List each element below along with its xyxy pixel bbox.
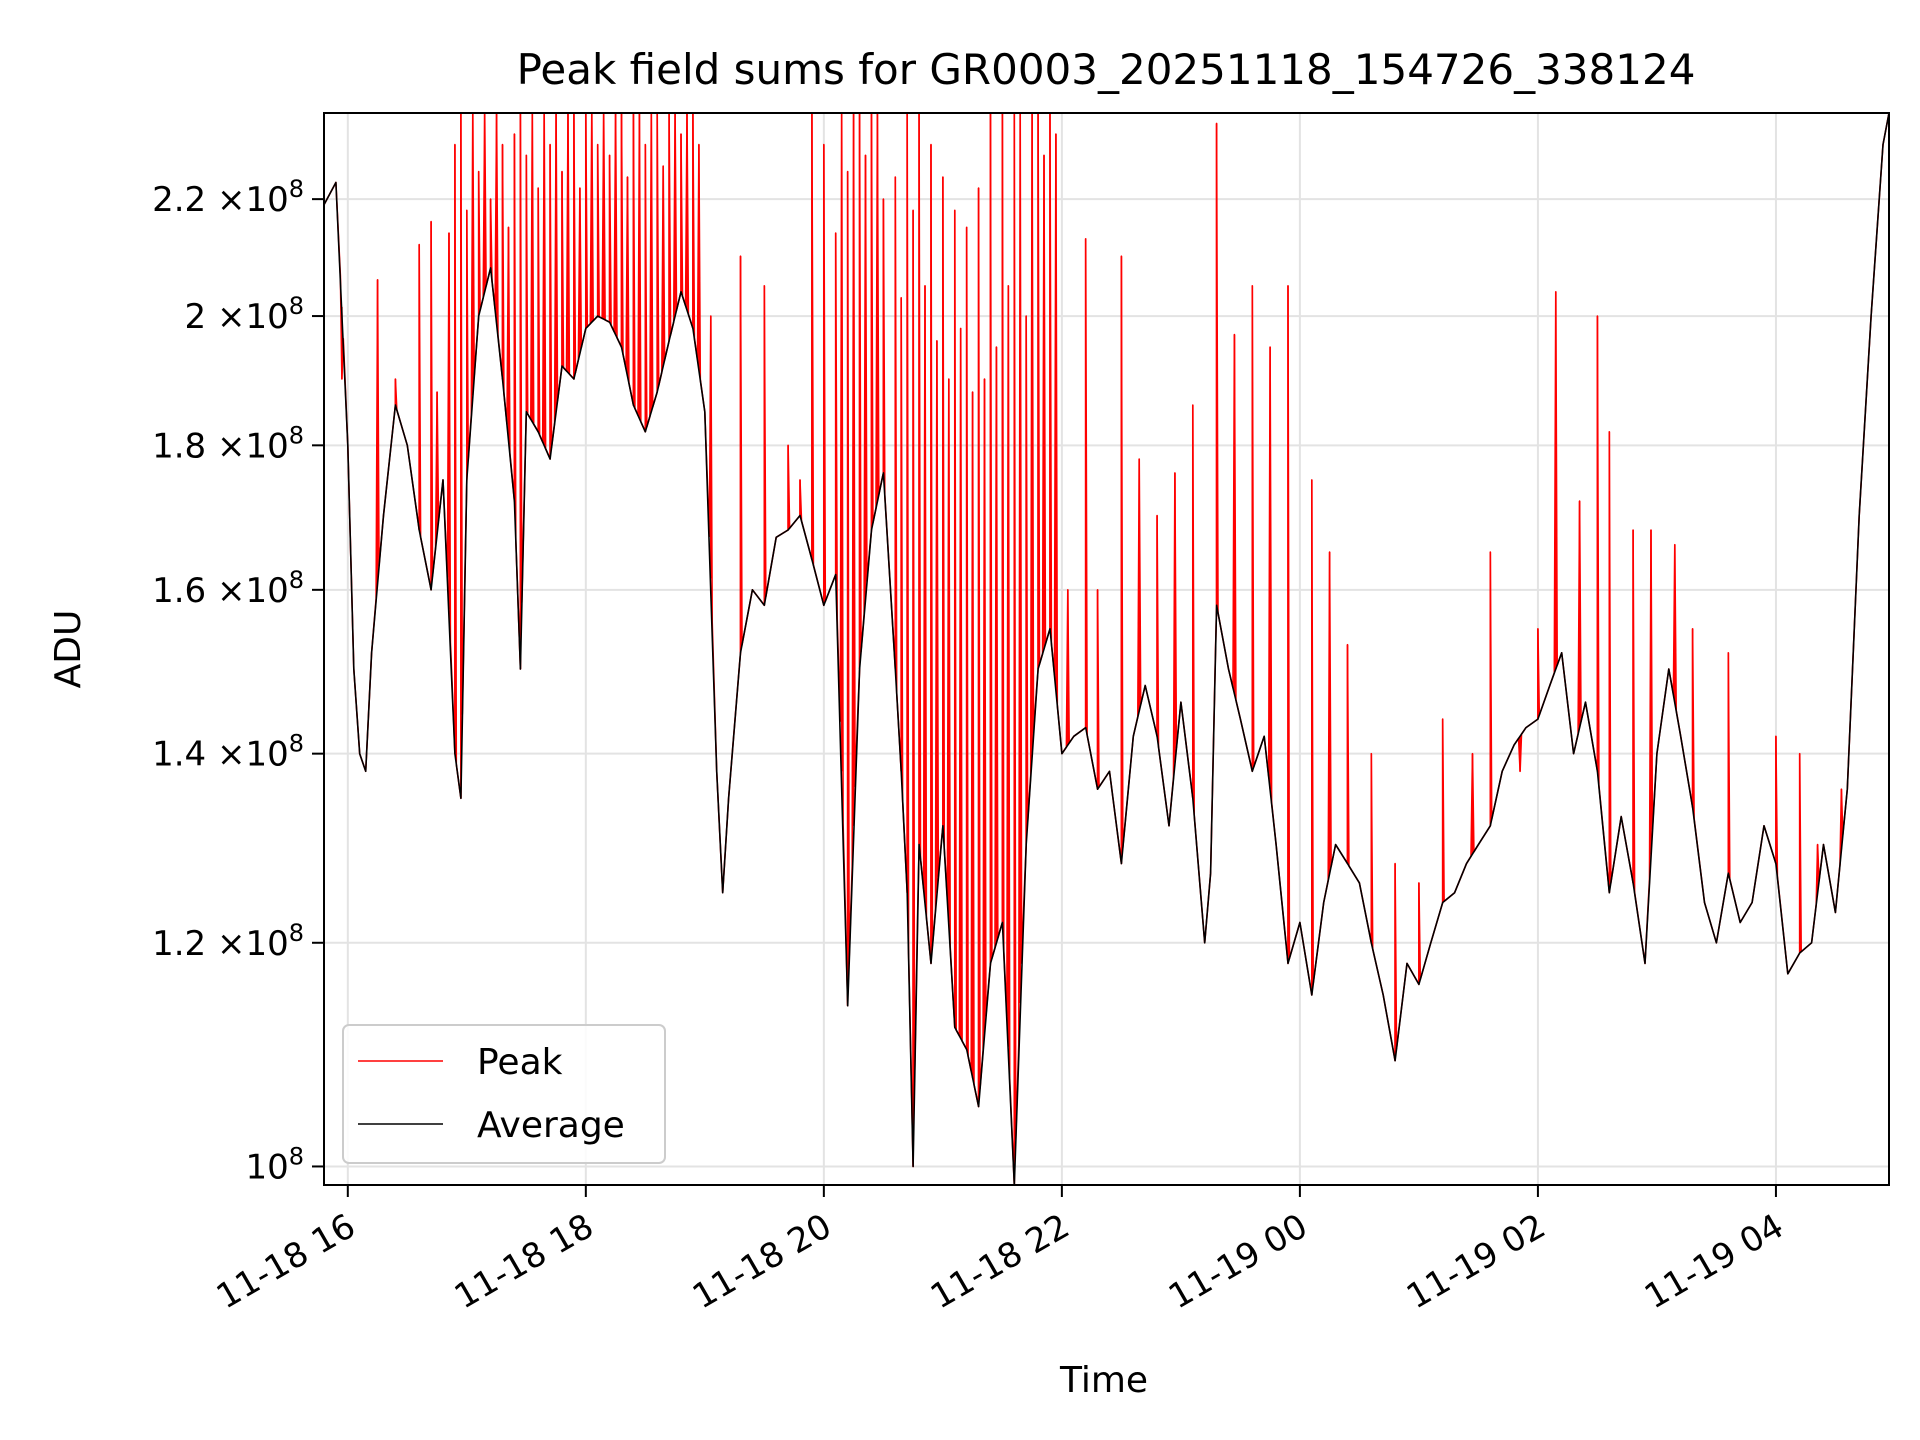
y-axis-label: ADU	[48, 610, 89, 689]
y-tick-label: 2 ×108	[185, 292, 304, 337]
legend: Peak Average	[342, 1024, 666, 1164]
plot-area	[324, 113, 1889, 1185]
plot-frame	[323, 112, 1890, 1186]
y-tick-label: 1.4 ×108	[152, 730, 304, 775]
y-tick-label: 2.2 ×108	[152, 175, 304, 220]
y-tick-label: 1.2 ×108	[152, 919, 304, 964]
x-axis-label: Time	[1059, 1360, 1148, 1401]
legend-box	[342, 1024, 666, 1164]
y-tick-label: 1.8 ×108	[152, 421, 304, 466]
legend-label-peak: Peak	[477, 1042, 563, 1083]
chart-title: Peak field sums for GR0003_20251118_1547…	[517, 45, 1696, 94]
legend-label-average: Average	[477, 1105, 625, 1146]
y-tick-label: 1.6 ×108	[152, 566, 304, 611]
y-axis-ticks: 108 1.2 ×108 1.4 ×108 1.6 ×108 1.8 ×108 2 ×10…	[152, 175, 324, 1187]
y-tick-label: 108	[245, 1142, 304, 1187]
series-line-average	[324, 113, 1889, 1185]
series-layer	[324, 113, 1889, 1185]
